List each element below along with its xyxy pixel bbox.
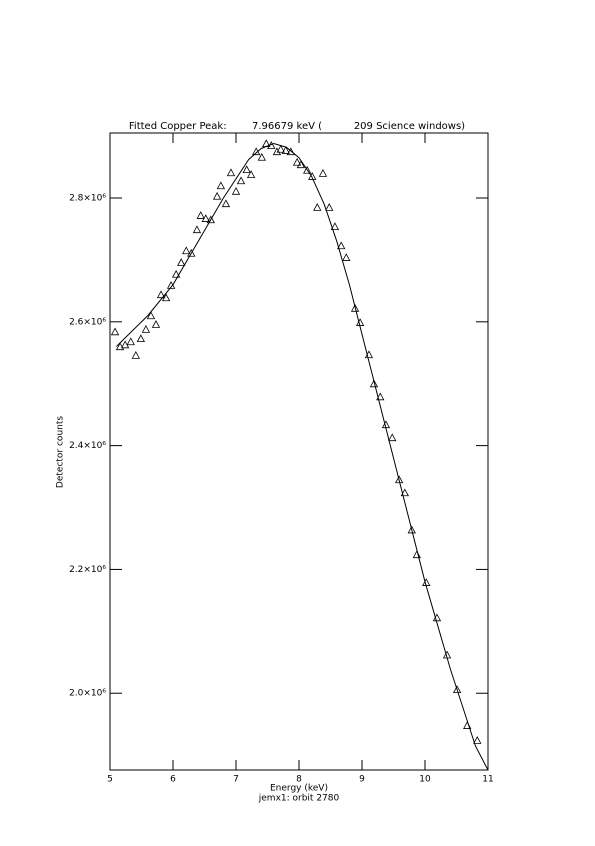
y-tick-label: 2.2×10⁶ [69, 565, 106, 575]
data-point [246, 170, 256, 178]
data-point [151, 320, 161, 328]
y-tick-label: 2.8×10⁶ [69, 194, 106, 204]
data-point [216, 181, 226, 190]
x-tick-label: 7 [233, 775, 239, 785]
data-point [395, 475, 404, 484]
x-tick-label: 8 [296, 775, 302, 785]
data-point [242, 165, 251, 174]
x-tick-label: 5 [107, 775, 113, 785]
y-tick-label: 2.0×10⁶ [69, 689, 106, 699]
data-point [257, 152, 266, 161]
data-point [110, 327, 120, 336]
x-tick-label: 11 [482, 775, 493, 785]
data-point [286, 147, 295, 156]
data-point [146, 311, 156, 320]
data-point [177, 258, 186, 266]
data-point [131, 351, 140, 359]
subtitle: jemx1: orbit 2780 [258, 794, 340, 804]
data-point [120, 340, 130, 349]
data-point [236, 176, 246, 185]
x-axis-label: Energy (keV) [270, 784, 328, 794]
data-point [221, 199, 231, 208]
data-point [276, 144, 285, 153]
data-point [201, 214, 210, 222]
data-point [452, 685, 462, 694]
data-point [141, 325, 151, 333]
x-tick-label: 9 [359, 775, 365, 785]
data-point [407, 525, 416, 534]
data-point [281, 146, 290, 154]
data-point [296, 160, 306, 169]
data-point [272, 147, 282, 156]
data-point [212, 191, 222, 200]
data-point [196, 211, 205, 219]
data-point [400, 488, 410, 497]
fit-line [115, 142, 489, 771]
data-point [473, 736, 482, 744]
data-point [126, 337, 135, 346]
data-point [206, 215, 215, 224]
chart-title: Fitted Copper Peak: 7.96679 keV ( 209 Sc… [129, 121, 465, 132]
data-point [182, 246, 191, 255]
data-point [136, 334, 146, 343]
data-point [412, 550, 421, 559]
data-point [115, 342, 125, 351]
data-point [376, 392, 385, 401]
y-axis-label: Detector counts [56, 416, 66, 488]
data-point [330, 222, 340, 230]
data-point [318, 169, 328, 177]
data-point [187, 248, 196, 257]
data-point [313, 203, 322, 211]
x-tick-label: 6 [170, 775, 176, 785]
data-point [342, 253, 351, 261]
data-point [369, 379, 379, 388]
data-point [171, 269, 181, 278]
data-point [292, 157, 302, 166]
data-point [156, 290, 166, 299]
y-tick-label: 2.6×10⁶ [69, 317, 106, 327]
y-tick-label: 2.4×10⁶ [69, 441, 106, 451]
data-point [325, 203, 334, 211]
data-point [337, 241, 346, 250]
data-point [192, 225, 202, 234]
data-point [161, 293, 171, 302]
data-point [350, 303, 360, 312]
data-point [308, 172, 317, 180]
x-tick-label: 10 [419, 775, 431, 785]
data-point [226, 168, 236, 177]
data-point [388, 433, 397, 442]
data-point [303, 165, 312, 174]
data-point [231, 186, 241, 195]
